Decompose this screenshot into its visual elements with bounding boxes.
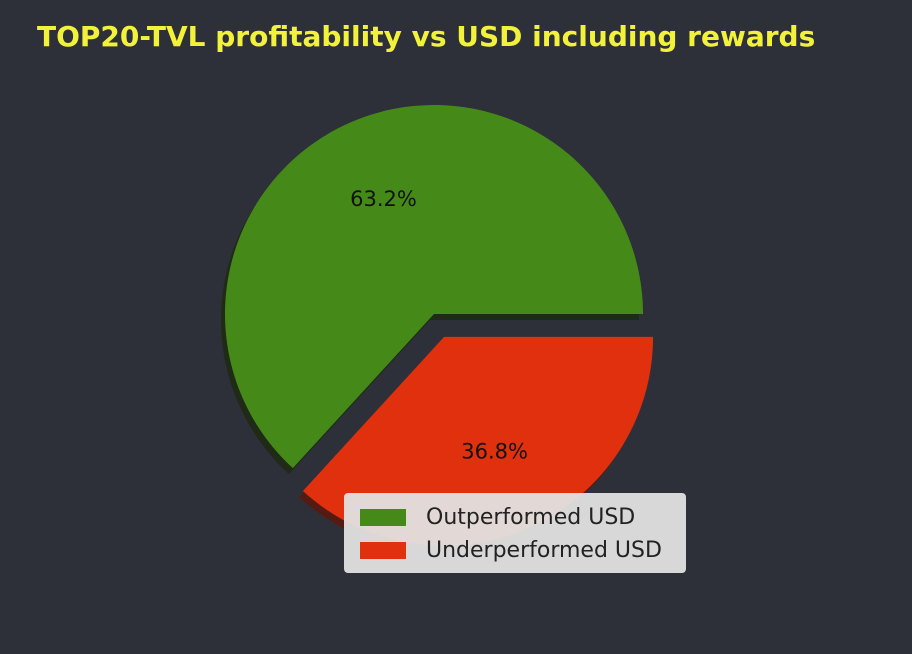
legend-swatch-underperformed xyxy=(360,542,406,559)
pie-pct-label-1: 63.2% xyxy=(350,187,417,211)
legend: Outperformed USD Underperformed USD xyxy=(344,493,686,573)
legend-item-underperformed: Underperformed USD xyxy=(354,534,676,567)
chart-title: TOP20-TVL profitability vs USD including… xyxy=(37,20,816,53)
pie-slice-1 xyxy=(224,105,643,469)
legend-item-outperformed: Outperformed USD xyxy=(354,501,676,534)
legend-label-outperformed: Outperformed USD xyxy=(426,505,636,530)
legend-label-underperformed: Underperformed USD xyxy=(426,538,662,563)
pie-pct-label-2: 36.8% xyxy=(461,440,528,464)
legend-swatch-outperformed xyxy=(360,509,406,526)
